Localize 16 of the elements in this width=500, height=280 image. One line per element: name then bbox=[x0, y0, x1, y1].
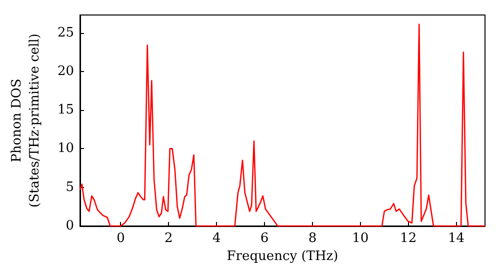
y-tick-label: 10 bbox=[57, 141, 74, 156]
x-tick-label: 2 bbox=[164, 231, 173, 246]
y-tick-label: 25 bbox=[57, 25, 74, 40]
x-tick-label: 10 bbox=[352, 231, 369, 246]
y-tick-label: 5 bbox=[66, 180, 74, 195]
y-axis-title: Phonon DOS (States/THz·primitive cell) bbox=[10, 33, 42, 208]
y-tick-label: 20 bbox=[57, 64, 74, 79]
x-tick-label: 0 bbox=[116, 231, 125, 246]
x-tick-label: 12 bbox=[400, 231, 417, 246]
y-tick-label: 0 bbox=[66, 218, 74, 234]
x-tick-label: 8 bbox=[308, 231, 317, 246]
y-tick-label: 15 bbox=[57, 102, 74, 118]
x-tick-label: 14 bbox=[448, 231, 465, 246]
x-tick-label: 4 bbox=[212, 231, 221, 246]
x-tick-label: 6 bbox=[260, 231, 269, 246]
x-axis-title: Frequency (THz) bbox=[226, 249, 338, 264]
